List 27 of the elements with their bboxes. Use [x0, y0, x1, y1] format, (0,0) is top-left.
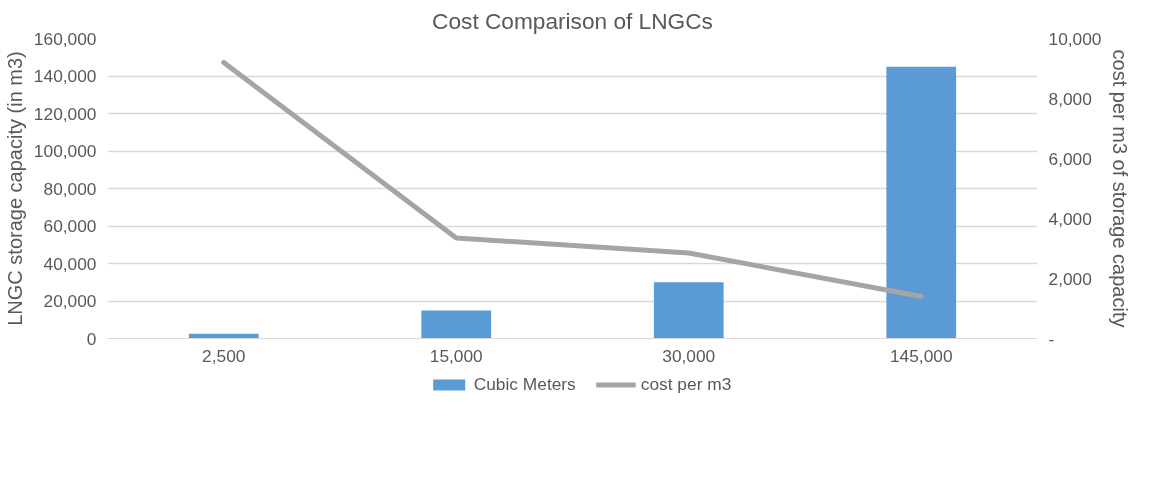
- x-tick-label: 145,000: [889, 345, 953, 366]
- y-tick-label: 20,000: [43, 291, 97, 311]
- y-axis-title: LNGC storage capacity (in m3): [3, 51, 26, 326]
- y2-tick-label: -: [1048, 328, 1055, 349]
- x-tick-label: 15,000: [429, 345, 483, 366]
- y-tick-label: 120,000: [33, 103, 97, 124]
- y-tick-label: 160,000: [33, 28, 97, 49]
- y2-tick-label: 8,000: [1048, 88, 1092, 109]
- y-tick-label: 60,000: [43, 216, 97, 236]
- y-tick-label: 0: [86, 328, 97, 349]
- chart-title: Cost Comparison of LNGCs: [432, 7, 713, 34]
- bar: [421, 310, 492, 339]
- bar: [653, 282, 724, 339]
- y2-tick-label: 6,000: [1048, 148, 1092, 169]
- y-tick-label: 140,000: [33, 66, 97, 86]
- y-tick-label: 40,000: [43, 253, 97, 274]
- bar: [886, 66, 957, 339]
- y2-axis-title: cost per m3 of storage capacity: [1109, 49, 1132, 328]
- y2-tick-label: 10,000: [1048, 28, 1102, 49]
- y2-tick-label: 2,000: [1048, 268, 1092, 289]
- legend-label: cost per m3: [640, 373, 732, 395]
- y2-tick-label: 4,000: [1048, 208, 1092, 229]
- legend-label: Cubic Meters: [473, 373, 576, 395]
- y-tick-label: 80,000: [43, 178, 97, 199]
- x-tick-label: 2,500: [202, 345, 246, 366]
- x-tick-label: 30,000: [662, 345, 716, 366]
- y-tick-label: 100,000: [33, 141, 97, 161]
